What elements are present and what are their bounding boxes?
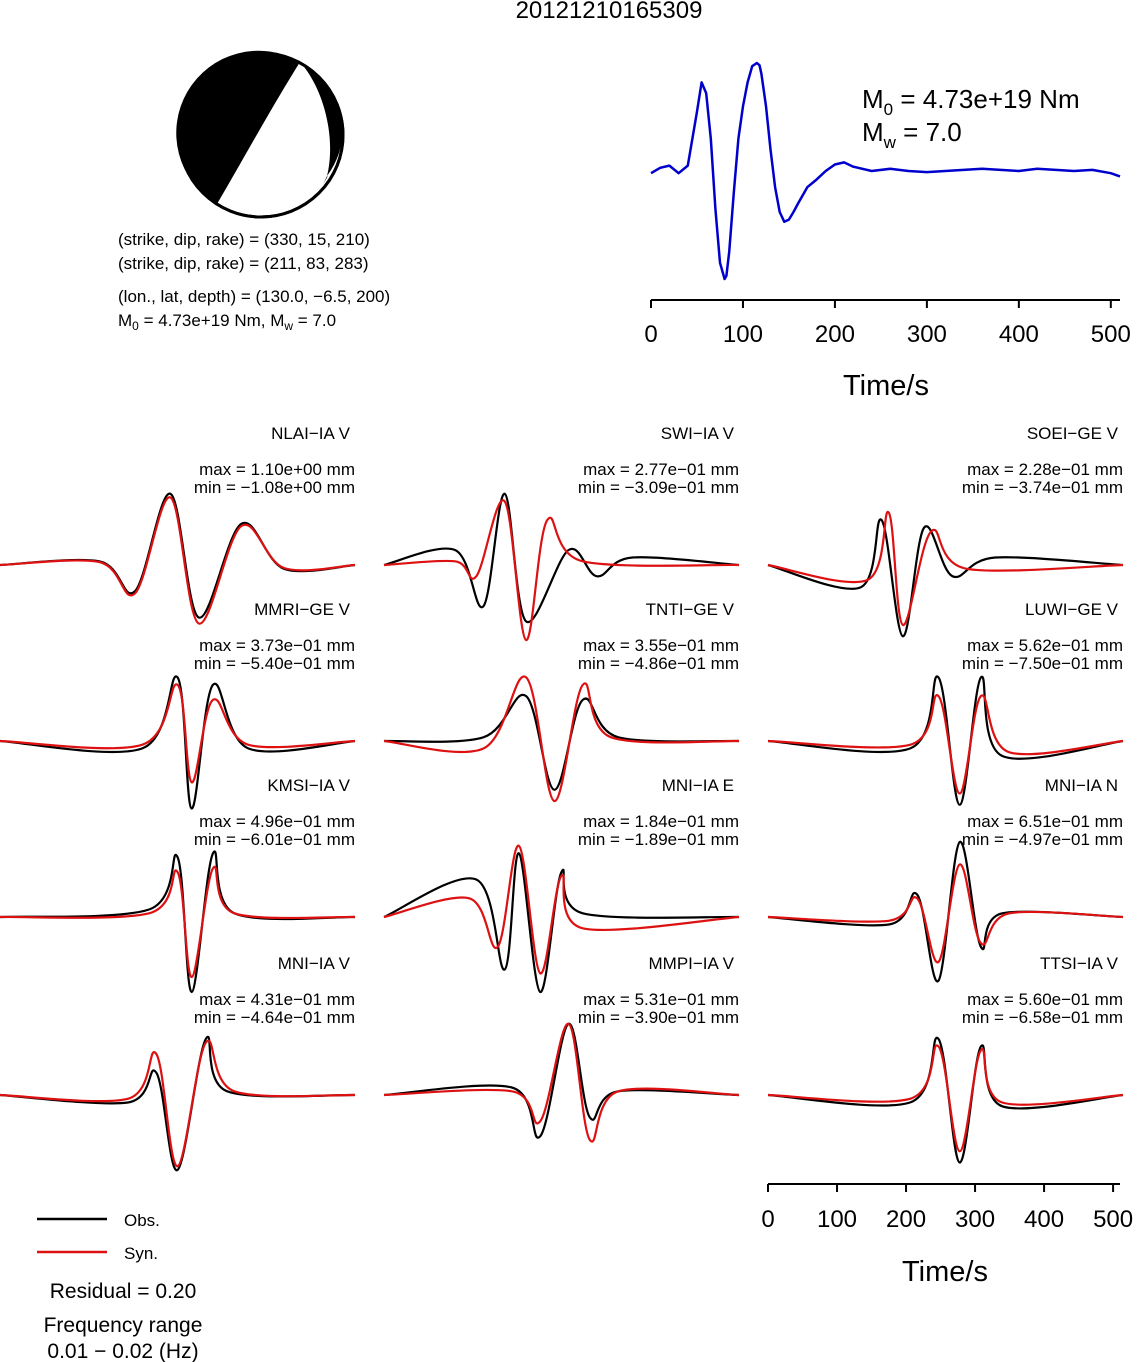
- stf-x-tick-label: 300: [907, 321, 947, 348]
- stf-x-tick-label: 400: [999, 321, 1039, 348]
- stf-x-axis-title: Time/s: [843, 370, 929, 402]
- legend: Obs. Syn.: [37, 1211, 160, 1263]
- synthetic-trace: [383, 499, 740, 642]
- station-min-label: min = −5.40e−01 mm: [194, 654, 355, 673]
- station-label: LUWI−GE V: [1025, 600, 1119, 619]
- waveform-x-tick-label: 0: [761, 1206, 774, 1233]
- station-max-label: max = 3.55e−01 mm: [583, 636, 739, 655]
- synthetic-trace: [383, 1022, 740, 1143]
- legend-syn-label: Syn.: [124, 1244, 158, 1263]
- figure-title: 20121210165309: [516, 0, 703, 24]
- station-label: MNI−IA N: [1045, 776, 1118, 795]
- synthetic-trace: [767, 863, 1124, 964]
- synthetic-trace: [383, 844, 740, 975]
- station-min-label: min = −7.50e−01 mm: [962, 654, 1123, 673]
- station-min-label: min = −1.89e−01 mm: [578, 830, 739, 849]
- waveform-time-axis: 0 100 200 300 400 500: [761, 1183, 1133, 1233]
- mechanism-location: (lon., lat, depth) = (130.0, −6.5, 200): [118, 287, 390, 306]
- synthetic-trace: [767, 1044, 1124, 1153]
- observed-trace: [767, 1036, 1124, 1164]
- station-label: TTSI−IA V: [1040, 954, 1119, 973]
- station-max-label: max = 5.31e−01 mm: [583, 990, 739, 1009]
- observed-trace: [383, 693, 740, 791]
- station-max-label: max = 3.73e−01 mm: [199, 636, 355, 655]
- station-max-label: max = 4.31e−01 mm: [199, 990, 355, 1009]
- station-min-label: min = −3.74e−01 mm: [962, 478, 1123, 497]
- station-max-label: max = 4.96e−01 mm: [199, 812, 355, 831]
- mechanism-moment: M0 = 4.73e+19 Nm, Mw = 7.0: [118, 311, 336, 333]
- station-max-label: max = 1.84e−01 mm: [583, 812, 739, 831]
- stf-plot: 0 100 200 300 400 500: [644, 61, 1131, 348]
- station-label: KMSI−IA V: [267, 776, 350, 795]
- stf-x-tick-label: 200: [815, 321, 855, 348]
- station-label: MNI−IA E: [662, 776, 734, 795]
- observed-trace: [0, 675, 356, 810]
- station-min-label: min = −6.58e−01 mm: [962, 1008, 1123, 1027]
- waveform-x-axis-title: Time/s: [902, 1256, 988, 1288]
- waveform-x-tick-label: 500: [1093, 1206, 1133, 1233]
- legend-obs-label: Obs.: [124, 1211, 160, 1230]
- stf-curve: [650, 61, 1121, 281]
- station-min-label: min = −4.86e−01 mm: [578, 654, 739, 673]
- stf-x-tick-label: 500: [1091, 321, 1131, 348]
- station-label: SOEI−GE V: [1027, 424, 1119, 443]
- station-label: NLAI−IA V: [271, 424, 351, 443]
- synthetic-trace: [0, 865, 356, 979]
- station-max-label: max = 5.60e−01 mm: [967, 990, 1123, 1009]
- stf-moment-label: M0 = 4.73e+19 Nm: [862, 84, 1080, 119]
- station-min-label: min = −3.09e−01 mm: [578, 478, 739, 497]
- station-max-label: max = 2.77e−01 mm: [583, 460, 739, 479]
- frequency-range-value: 0.01 − 0.02 (Hz): [47, 1340, 198, 1362]
- station-label: TNTI−GE V: [646, 600, 735, 619]
- station-min-label: min = −1.08e+00 mm: [194, 478, 355, 497]
- station-min-label: min = −3.90e−01 mm: [578, 1008, 739, 1027]
- synthetic-trace: [767, 511, 1124, 627]
- station-min-label: min = −4.64e−01 mm: [194, 1008, 355, 1027]
- station-label: MNI−IA V: [278, 954, 351, 973]
- station-label: MMPI−IA V: [649, 954, 735, 973]
- synthetic-trace: [767, 694, 1124, 795]
- station-label: SWI−IA V: [661, 424, 735, 443]
- observed-trace: [383, 852, 740, 994]
- frequency-range-title: Frequency range: [44, 1314, 203, 1337]
- station-max-label: max = 6.51e−01 mm: [967, 812, 1123, 831]
- station-max-label: max = 2.28e−01 mm: [967, 460, 1123, 479]
- synthetic-trace: [0, 496, 356, 625]
- synthetic-trace: [0, 683, 356, 784]
- station-min-label: min = −6.01e−01 mm: [194, 830, 355, 849]
- waveform-x-tick-label: 100: [817, 1206, 857, 1233]
- synthetic-trace: [383, 675, 740, 803]
- station-max-label: max = 1.10e+00 mm: [199, 460, 355, 479]
- waveform-x-tick-label: 300: [955, 1206, 995, 1233]
- observed-trace: [0, 1035, 356, 1172]
- focal-mechanism-beachball: [176, 50, 345, 219]
- stf-magnitude-label: Mw = 7.0: [862, 117, 962, 152]
- residual-label: Residual = 0.20: [50, 1280, 197, 1303]
- stf-x-tick-label: 0: [644, 321, 657, 348]
- mechanism-plane1: (strike, dip, rake) = (330, 15, 210): [118, 230, 370, 249]
- station-max-label: max = 5.62e−01 mm: [967, 636, 1123, 655]
- waveform-x-tick-label: 200: [886, 1206, 926, 1233]
- station-label: MMRI−GE V: [254, 600, 351, 619]
- observed-trace: [767, 675, 1124, 806]
- synthetic-trace: [0, 1039, 356, 1168]
- station-min-label: min = −4.97e−01 mm: [962, 830, 1123, 849]
- mechanism-plane2: (strike, dip, rake) = (211, 83, 283): [118, 254, 369, 273]
- waveform-x-tick-label: 400: [1024, 1206, 1064, 1233]
- stf-x-tick-label: 100: [723, 321, 763, 348]
